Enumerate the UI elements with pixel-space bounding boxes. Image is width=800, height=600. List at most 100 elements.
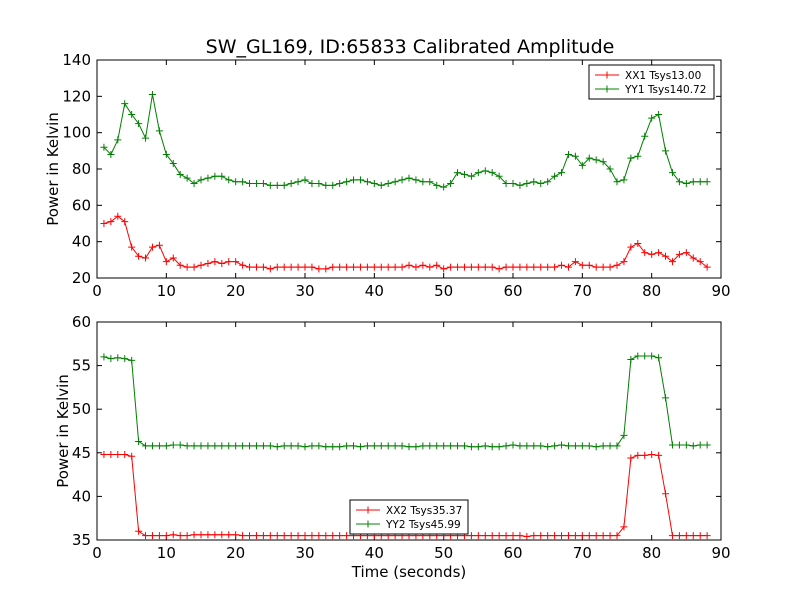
data-point bbox=[613, 442, 621, 450]
data-point bbox=[675, 532, 683, 540]
data-point bbox=[564, 442, 572, 450]
data-point bbox=[551, 532, 559, 540]
data-point bbox=[675, 250, 683, 258]
data-point bbox=[204, 531, 212, 539]
data-point bbox=[204, 174, 212, 182]
x-tick-label: 10 bbox=[157, 544, 176, 562]
data-point bbox=[135, 437, 143, 445]
data-point bbox=[668, 532, 676, 540]
data-point bbox=[135, 252, 143, 260]
data-point bbox=[460, 170, 468, 178]
data-point bbox=[703, 263, 711, 271]
data-point bbox=[620, 431, 628, 439]
data-point bbox=[585, 442, 593, 450]
x-tick-label: 20 bbox=[226, 544, 245, 562]
data-point bbox=[190, 263, 198, 271]
data-point bbox=[655, 451, 663, 459]
data-point bbox=[197, 442, 205, 450]
data-point bbox=[495, 172, 503, 180]
data-point bbox=[142, 254, 150, 262]
data-point bbox=[142, 134, 150, 142]
data-point bbox=[100, 353, 108, 361]
data-point bbox=[481, 263, 489, 271]
data-point bbox=[467, 443, 475, 451]
data-point bbox=[252, 442, 260, 450]
data-point bbox=[564, 532, 572, 540]
data-point bbox=[370, 180, 378, 188]
legend-box bbox=[349, 499, 469, 535]
data-point bbox=[148, 442, 156, 450]
data-point bbox=[578, 161, 586, 169]
data-point bbox=[558, 169, 566, 177]
data-point bbox=[329, 532, 337, 540]
data-point bbox=[509, 263, 517, 271]
data-point bbox=[218, 172, 226, 180]
data-point bbox=[648, 114, 656, 122]
data-point bbox=[398, 263, 406, 271]
data-point bbox=[273, 532, 281, 540]
series-1 bbox=[100, 91, 711, 191]
data-point bbox=[169, 441, 177, 449]
data-point bbox=[662, 394, 670, 402]
data-point bbox=[675, 178, 683, 186]
data-point bbox=[558, 261, 566, 269]
data-point bbox=[273, 181, 281, 189]
data-point bbox=[495, 532, 503, 540]
data-point bbox=[592, 532, 600, 540]
data-point bbox=[627, 243, 635, 251]
x-tick-label: 60 bbox=[503, 544, 522, 562]
data-point bbox=[440, 265, 448, 273]
x-tick-label: 20 bbox=[226, 282, 245, 300]
y-tick-label: 20 bbox=[72, 269, 91, 287]
data-point bbox=[634, 352, 642, 360]
data-point bbox=[308, 180, 316, 188]
data-point bbox=[440, 442, 448, 450]
x-tick-label: 80 bbox=[642, 544, 661, 562]
data-point bbox=[398, 442, 406, 450]
data-point bbox=[169, 531, 177, 539]
data-point bbox=[336, 532, 344, 540]
data-point bbox=[578, 442, 586, 450]
series-1 bbox=[100, 352, 711, 451]
data-point bbox=[460, 442, 468, 450]
data-point bbox=[641, 132, 649, 140]
data-point bbox=[301, 532, 309, 540]
data-point bbox=[592, 263, 600, 271]
x-tick-label: 30 bbox=[295, 282, 314, 300]
data-point bbox=[315, 265, 323, 273]
x-tick-label: 90 bbox=[711, 544, 730, 562]
data-point bbox=[148, 243, 156, 251]
data-point bbox=[232, 442, 240, 450]
data-point bbox=[232, 258, 240, 266]
data-point bbox=[613, 532, 621, 540]
data-point bbox=[183, 174, 191, 182]
data-point bbox=[606, 532, 614, 540]
data-point bbox=[197, 261, 205, 269]
data-point bbox=[460, 263, 468, 271]
data-point bbox=[273, 443, 281, 451]
data-point bbox=[266, 532, 274, 540]
data-point bbox=[440, 183, 448, 191]
data-point bbox=[412, 263, 420, 271]
data-point bbox=[634, 152, 642, 160]
data-point bbox=[426, 442, 434, 450]
data-point bbox=[447, 180, 455, 188]
data-point bbox=[301, 443, 309, 451]
data-point bbox=[100, 451, 108, 459]
data-point bbox=[128, 243, 136, 251]
data-point bbox=[377, 263, 385, 271]
data-point bbox=[599, 263, 607, 271]
y-tick-label: 40 bbox=[72, 233, 91, 251]
data-point bbox=[246, 442, 254, 450]
data-point bbox=[114, 136, 122, 144]
data-point bbox=[329, 181, 337, 189]
data-point bbox=[252, 180, 260, 188]
data-point bbox=[266, 265, 274, 273]
data-point bbox=[481, 532, 489, 540]
data-point bbox=[384, 442, 392, 450]
data-point bbox=[322, 532, 330, 540]
data-point bbox=[370, 442, 378, 450]
data-point bbox=[107, 451, 115, 459]
data-point bbox=[564, 150, 572, 158]
data-point bbox=[419, 261, 427, 269]
